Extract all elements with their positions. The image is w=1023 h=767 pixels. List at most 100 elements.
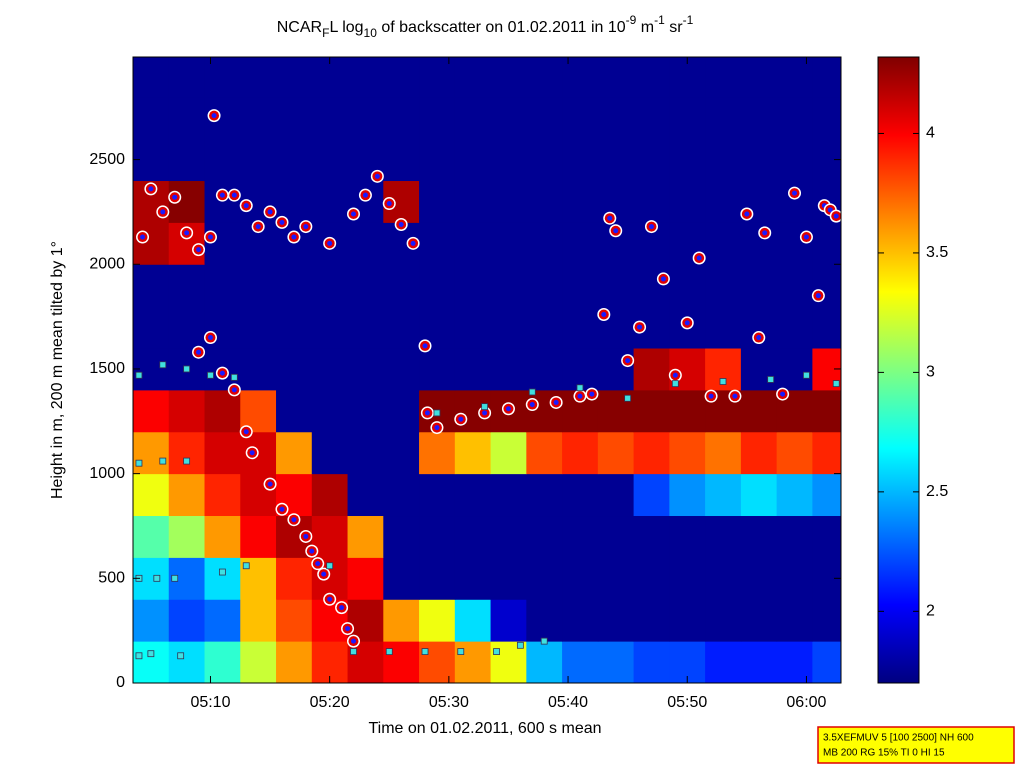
square-marker	[171, 574, 179, 582]
heatmap-cell	[669, 96, 706, 140]
marker-core	[255, 224, 261, 230]
circle-marker	[501, 402, 515, 416]
heatmap-cell	[454, 222, 492, 265]
heatmap-cell	[383, 515, 420, 558]
heatmap-cell	[633, 557, 670, 600]
heatmap-cell	[347, 264, 384, 307]
heatmap-cell	[562, 557, 599, 600]
heatmap-cell	[168, 264, 206, 307]
marker-core	[315, 561, 321, 567]
circle-marker	[740, 207, 754, 221]
heatmap-cell	[490, 138, 527, 182]
heatmap-cell	[562, 264, 599, 307]
square-marker	[803, 371, 810, 379]
circle-marker	[633, 320, 647, 334]
circle-marker	[358, 188, 372, 202]
heatmap-cell	[812, 641, 841, 683]
marker-core	[827, 207, 833, 213]
heatmap-cell	[633, 96, 670, 140]
title-part: -9	[626, 13, 637, 27]
colorbar-tick-label: 4	[926, 125, 935, 142]
heatmap-cell	[490, 431, 527, 475]
heatmap-cell	[276, 557, 313, 600]
heatmap-cell	[776, 473, 813, 517]
heatmap-cell	[383, 96, 420, 140]
heatmap-cell	[669, 431, 706, 475]
y-tick-label: 2000	[89, 255, 125, 272]
circle-marker	[207, 109, 221, 123]
circle-marker	[406, 236, 420, 250]
circle-marker	[420, 406, 434, 420]
heatmap-cell	[276, 57, 313, 98]
heatmap-cell	[347, 389, 384, 433]
title-part: sr	[665, 19, 683, 36]
x-tick-label: 06:00	[786, 694, 826, 711]
heatmap-cell	[454, 57, 492, 98]
square-marker	[624, 394, 632, 402]
circle-marker	[656, 272, 670, 286]
heatmap-cell	[311, 138, 349, 182]
heatmap-cell	[597, 57, 635, 98]
heatmap-cell	[311, 431, 349, 475]
marker-core	[231, 387, 237, 393]
circle-marker	[418, 339, 432, 353]
heatmap-cell	[383, 389, 420, 433]
square-marker	[135, 459, 143, 467]
heatmap-cell	[633, 57, 670, 98]
heatmap-cell	[740, 389, 778, 433]
circle-marker	[811, 289, 825, 303]
marker-core	[249, 450, 255, 456]
square-marker	[326, 562, 334, 570]
annotation-line: MB 200 RG 15% TI 0 HI 15	[823, 748, 945, 759]
heatmap-cell	[633, 138, 670, 182]
marker-core	[833, 213, 839, 219]
colorbar-tick-label: 2.5	[926, 483, 948, 500]
heatmap-cell	[133, 599, 170, 642]
heatmap-cell	[597, 431, 635, 475]
circle-marker	[251, 220, 265, 234]
x-tick-label: 05:50	[667, 694, 707, 711]
heatmap-cell	[454, 96, 492, 140]
circle-marker	[728, 389, 742, 403]
heatmap-cell	[168, 599, 206, 642]
circle-marker	[203, 230, 217, 244]
marker-core	[211, 113, 217, 119]
heatmap-cell	[204, 599, 241, 642]
heatmap-cell	[526, 222, 563, 265]
circle-marker	[382, 197, 396, 211]
square-marker	[528, 388, 536, 396]
circle-marker	[305, 544, 319, 558]
heatmap-cell	[454, 431, 492, 475]
x-tick-label: 05:40	[548, 694, 588, 711]
y-tick-label: 1500	[89, 360, 125, 377]
heatmap-cell	[633, 348, 670, 391]
heatmap-cell	[168, 473, 206, 517]
heatmap-cell	[168, 306, 206, 349]
marker-core	[207, 335, 213, 341]
heatmap-cell	[240, 96, 277, 140]
plot-frame	[132, 56, 842, 684]
marker-core	[434, 425, 440, 431]
heatmap-cell	[597, 96, 635, 140]
heatmap-cell	[526, 515, 563, 558]
heatmap-cell	[776, 138, 813, 182]
heatmap-cell	[311, 264, 349, 307]
circle-marker	[347, 634, 361, 648]
heatmap-cell	[383, 431, 420, 475]
heatmap-cell	[740, 431, 778, 475]
circle-marker	[430, 421, 444, 435]
y-tick-label: 2500	[89, 151, 125, 168]
heatmap-cell	[347, 515, 384, 558]
heatmap-cell	[168, 57, 206, 98]
heatmap-cell	[669, 138, 706, 182]
marker-core	[422, 343, 428, 349]
heatmap-cell	[311, 96, 349, 140]
circle-marker	[454, 412, 468, 426]
heatmap-cell	[705, 96, 742, 140]
marker-core	[529, 402, 535, 408]
heatmap-cell	[526, 348, 563, 391]
marker-core	[345, 626, 351, 632]
heatmap-cell	[812, 473, 841, 517]
title-part: F	[322, 26, 329, 40]
heatmap-cell	[705, 473, 742, 517]
